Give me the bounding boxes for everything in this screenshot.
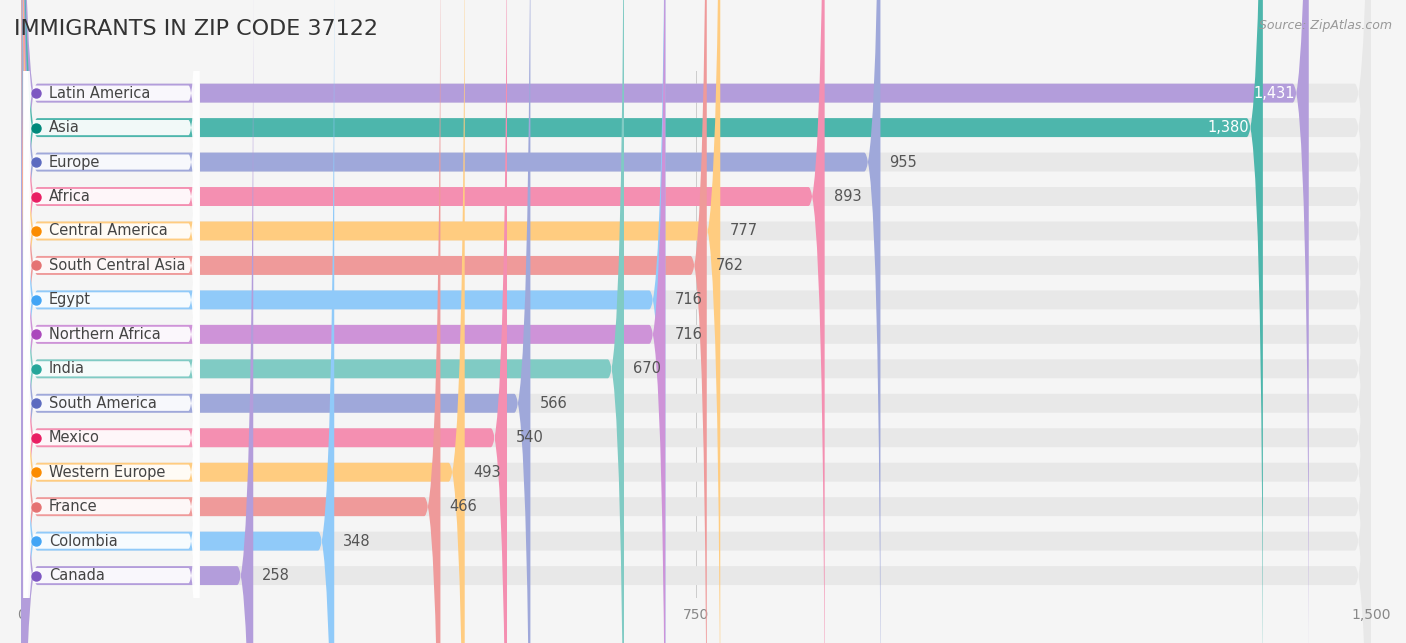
Text: France: France [49,499,97,514]
FancyBboxPatch shape [24,0,200,499]
FancyBboxPatch shape [24,0,200,643]
FancyBboxPatch shape [24,32,200,643]
FancyBboxPatch shape [21,0,1371,643]
FancyBboxPatch shape [21,0,440,643]
FancyBboxPatch shape [24,170,200,643]
Text: 466: 466 [450,499,477,514]
Text: 1,431: 1,431 [1254,86,1295,101]
FancyBboxPatch shape [21,0,1371,643]
Text: Source: ZipAtlas.com: Source: ZipAtlas.com [1258,19,1392,32]
FancyBboxPatch shape [21,0,1371,643]
Text: 777: 777 [730,224,758,239]
Text: Canada: Canada [49,568,105,583]
Text: 493: 493 [474,465,502,480]
Text: 258: 258 [263,568,290,583]
FancyBboxPatch shape [21,0,1371,643]
FancyBboxPatch shape [21,0,1263,643]
FancyBboxPatch shape [21,0,1371,643]
FancyBboxPatch shape [21,0,720,643]
Text: Africa: Africa [49,189,91,204]
Text: 893: 893 [834,189,862,204]
FancyBboxPatch shape [21,0,465,643]
FancyBboxPatch shape [21,0,1371,643]
Text: Northern Africa: Northern Africa [49,327,160,342]
Text: 955: 955 [890,154,917,170]
Text: South Central Asia: South Central Asia [49,258,186,273]
Text: Europe: Europe [49,154,100,170]
Text: 566: 566 [540,396,567,411]
FancyBboxPatch shape [21,0,665,643]
Text: 670: 670 [633,361,661,376]
FancyBboxPatch shape [21,0,1371,643]
FancyBboxPatch shape [21,0,665,643]
FancyBboxPatch shape [21,0,1371,643]
FancyBboxPatch shape [21,0,253,643]
FancyBboxPatch shape [21,0,707,643]
FancyBboxPatch shape [24,0,200,602]
FancyBboxPatch shape [24,0,200,643]
FancyBboxPatch shape [24,66,200,643]
Text: Latin America: Latin America [49,86,150,101]
Text: India: India [49,361,84,376]
FancyBboxPatch shape [21,0,1371,643]
Text: Central America: Central America [49,224,167,239]
FancyBboxPatch shape [21,0,825,643]
FancyBboxPatch shape [21,0,1371,643]
FancyBboxPatch shape [24,0,200,534]
FancyBboxPatch shape [21,0,508,643]
FancyBboxPatch shape [21,0,335,643]
FancyBboxPatch shape [21,0,1371,643]
Text: Colombia: Colombia [49,534,118,548]
FancyBboxPatch shape [24,0,200,643]
FancyBboxPatch shape [24,0,200,643]
Text: Western Europe: Western Europe [49,465,166,480]
Text: Asia: Asia [49,120,80,135]
FancyBboxPatch shape [21,0,530,643]
Text: 540: 540 [516,430,544,445]
Text: IMMIGRANTS IN ZIP CODE 37122: IMMIGRANTS IN ZIP CODE 37122 [14,19,378,39]
FancyBboxPatch shape [21,0,1371,643]
FancyBboxPatch shape [21,0,880,643]
Text: Mexico: Mexico [49,430,100,445]
FancyBboxPatch shape [24,135,200,643]
FancyBboxPatch shape [21,0,1309,643]
FancyBboxPatch shape [24,0,200,568]
FancyBboxPatch shape [24,0,200,643]
Text: Egypt: Egypt [49,293,91,307]
FancyBboxPatch shape [24,101,200,643]
FancyBboxPatch shape [21,0,1371,643]
FancyBboxPatch shape [21,0,1371,643]
Text: South America: South America [49,396,157,411]
FancyBboxPatch shape [21,0,624,643]
Text: 1,380: 1,380 [1208,120,1250,135]
Text: 348: 348 [343,534,371,548]
FancyBboxPatch shape [24,0,200,637]
Text: 762: 762 [716,258,744,273]
Text: 716: 716 [675,293,702,307]
Text: 716: 716 [675,327,702,342]
FancyBboxPatch shape [21,0,1371,643]
